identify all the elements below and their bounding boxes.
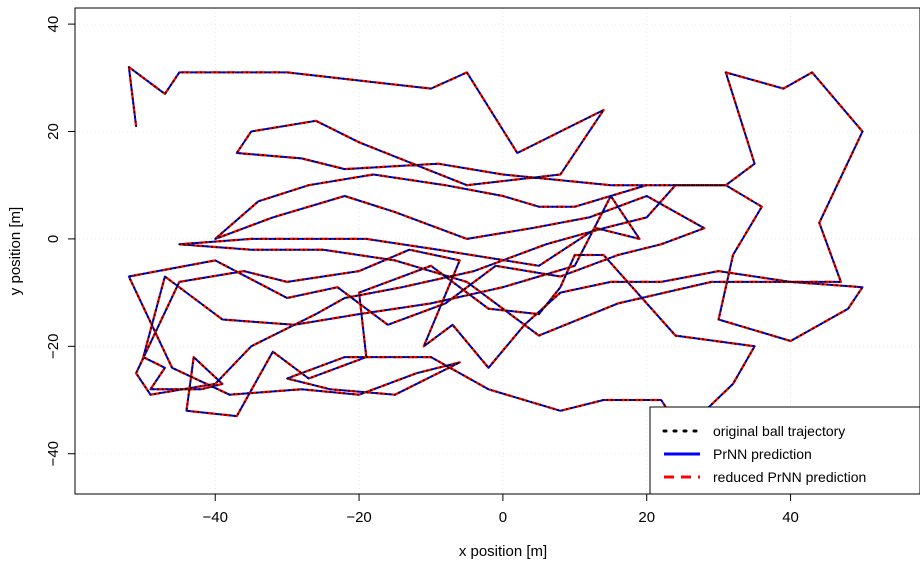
y-tick-label: −40 [45, 441, 62, 466]
tick-labels: −40 −20 0 20 40 −40 −20 0 20 40 [45, 16, 799, 526]
x-tick-label: −20 [346, 509, 371, 526]
legend-box [649, 406, 920, 495]
x-tick-label: −40 [203, 509, 228, 526]
legend-label-original: original ball trajectory [713, 423, 845, 439]
x-tick-label: 40 [782, 509, 799, 526]
series-lines [127, 64, 865, 434]
y-tick-label: 0 [45, 235, 62, 243]
legend: original ball trajectory PrNN prediction… [649, 406, 920, 495]
legend-label-prnn: PrNN prediction [713, 446, 812, 462]
x-axis-label: x position [m] [459, 543, 547, 560]
y-tick-label: 20 [45, 123, 62, 140]
y-tick-label: 40 [45, 16, 62, 33]
legend-label-reduced: reduced PrNN prediction [713, 469, 866, 485]
axes [68, 7, 920, 501]
x-tick-label: 20 [638, 509, 655, 526]
series-original-ball-trajectory [127, 64, 865, 434]
x-tick-label: 0 [499, 509, 507, 526]
plot-frame [74, 7, 920, 495]
y-tick-label: −20 [45, 334, 62, 359]
y-axis-label: y position [m] [7, 207, 24, 295]
